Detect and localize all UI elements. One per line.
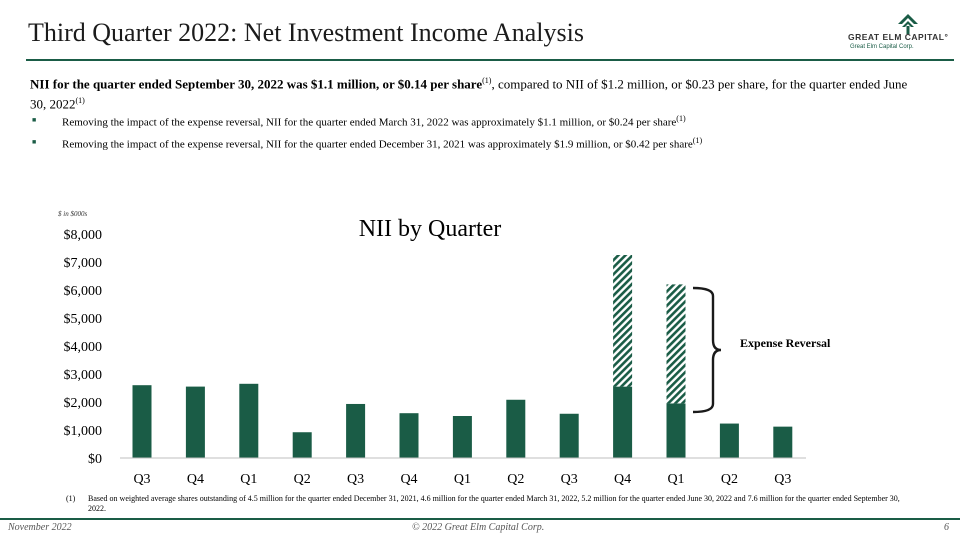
- unit-note: $ in $000s: [58, 210, 87, 218]
- x-tick-label: Q4: [187, 472, 204, 487]
- bar-nii: [719, 423, 739, 458]
- chart-title: NII by Quarter: [359, 216, 502, 242]
- bar-nii: [613, 386, 633, 458]
- bullet-marker: ■: [32, 138, 37, 146]
- bullet-text: Removing the impact of the expense rever…: [62, 138, 693, 151]
- bar-nii: [559, 413, 579, 458]
- x-tick-label: Q3: [133, 472, 150, 487]
- page-title: Third Quarter 2022: Net Investment Incom…: [28, 18, 584, 47]
- x-tick-label: Q4: [400, 472, 417, 487]
- bar-nii: [185, 386, 205, 458]
- x-tick-label: Q3: [347, 472, 364, 487]
- bar-expense-reversal: [666, 284, 686, 404]
- bar-nii: [399, 413, 419, 458]
- y-tick-label: $6,000: [64, 284, 103, 299]
- footnote-number: (1): [66, 494, 76, 503]
- logo-text: GREAT ELM CAPITAL°: [848, 32, 949, 42]
- x-tick-label: Q2: [507, 472, 524, 487]
- y-tick-label: $7,000: [64, 256, 103, 271]
- x-tick-label: Q4: [614, 472, 631, 487]
- logo-subtitle: Great Elm Capital Corp.: [850, 44, 914, 50]
- bullet-sup: (1): [692, 136, 703, 145]
- bar-nii: [773, 426, 793, 458]
- bullet-sup: (1): [676, 114, 686, 123]
- bar-nii: [452, 416, 472, 458]
- intro-sup-2: (1): [75, 96, 85, 106]
- x-tick-label: Q2: [721, 472, 738, 487]
- bar-nii: [239, 383, 259, 458]
- page-number: 6: [944, 522, 949, 533]
- intro-rest: , compared to NII of $1.2 million, or $0…: [30, 76, 908, 112]
- x-tick-label: Q3: [561, 472, 578, 487]
- y-tick-label: $3,000: [64, 368, 103, 383]
- bar-nii: [506, 399, 526, 458]
- y-tick-label: $2,000: [64, 396, 103, 411]
- y-tick-label: $4,000: [64, 340, 103, 355]
- footer-date: November 2022: [8, 522, 72, 533]
- expense-reversal-brace: [692, 286, 722, 414]
- y-tick-label: $8,000: [64, 228, 103, 243]
- y-tick-label: $1,000: [64, 424, 103, 439]
- y-tick-label: $5,000: [64, 312, 103, 327]
- x-tick-label: Q2: [294, 472, 311, 487]
- y-tick-label: $0: [88, 452, 102, 467]
- bar-expense-reversal: [613, 255, 633, 387]
- bullet-text: Removing the impact of the expense rever…: [62, 116, 677, 129]
- company-logo: GREAT ELM CAPITAL° Great Elm Capital Cor…: [848, 12, 954, 56]
- x-tick-label: Q1: [454, 472, 471, 487]
- logo-icon: [898, 14, 918, 34]
- footer-divider: [0, 518, 960, 520]
- bullet-item: Removing the impact of the expense rever…: [62, 136, 702, 151]
- nii-bar-chart: NII by Quarter $ in $000s $0 $1,000 $2,000…: [58, 210, 831, 487]
- bar-nii: [292, 432, 312, 458]
- bar-nii: [346, 403, 366, 458]
- footer-copyright: © 2022 Great Elm Capital Corp.: [412, 522, 545, 533]
- expense-reversal-label: Expense Reversal: [740, 336, 831, 350]
- x-tick-label: Q3: [774, 472, 791, 487]
- x-tick-label: Q1: [240, 472, 257, 487]
- intro-sup: (1): [482, 76, 492, 85]
- x-tick-label: Q1: [667, 472, 684, 487]
- intro-paragraph: NII for the quarter ended September 30, …: [30, 72, 910, 113]
- bullet-item: Removing the impact of the expense rever…: [62, 114, 686, 129]
- bar-nii: [132, 385, 152, 458]
- bullet-marker: ■: [32, 116, 37, 124]
- title-divider: [26, 59, 954, 61]
- footnote-text: Based on weighted average shares outstan…: [88, 494, 900, 513]
- intro-bold: NII for the quarter ended September 30, …: [30, 76, 483, 92]
- bar-nii: [666, 403, 686, 458]
